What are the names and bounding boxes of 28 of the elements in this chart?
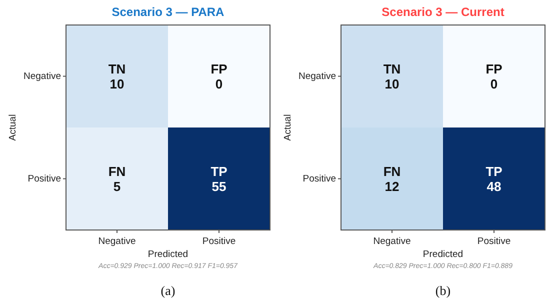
text: (a) bbox=[160, 283, 176, 298]
data-label: 0 bbox=[215, 76, 223, 92]
data-label: 12 bbox=[384, 178, 400, 194]
annotation: FN bbox=[383, 164, 401, 179]
data-label: 0 bbox=[490, 76, 498, 92]
y-axis-title: Actual bbox=[282, 114, 294, 141]
annotation: FN bbox=[108, 164, 126, 179]
chart-title: Scenario 3 — PARA bbox=[112, 5, 225, 19]
annotation: FP bbox=[486, 61, 503, 76]
x-axis-title: Predicted bbox=[422, 249, 464, 260]
data-label: 48 bbox=[486, 178, 502, 194]
data-label: 55 bbox=[212, 178, 226, 194]
data-label: 10 bbox=[110, 76, 124, 92]
chart-title: Scenario 3 — Current bbox=[382, 5, 504, 19]
annotation: TP bbox=[486, 164, 503, 179]
annotation: TP bbox=[210, 164, 228, 179]
x-axis-title: Predicted bbox=[148, 249, 188, 260]
y-axis-title: Actual bbox=[8, 114, 18, 141]
data-label: 5 bbox=[113, 178, 121, 194]
x-tick-label: Positive bbox=[202, 236, 236, 247]
x-tick-label: Negative bbox=[98, 236, 136, 247]
text: (b) bbox=[435, 283, 451, 298]
annotation: TN bbox=[383, 61, 401, 76]
data-label: 10 bbox=[384, 76, 400, 92]
x-tick-label: Positive bbox=[477, 236, 511, 247]
annotation: TN bbox=[108, 61, 126, 76]
annotation: FP bbox=[210, 61, 228, 76]
x-tick-label: Negative bbox=[373, 236, 411, 247]
